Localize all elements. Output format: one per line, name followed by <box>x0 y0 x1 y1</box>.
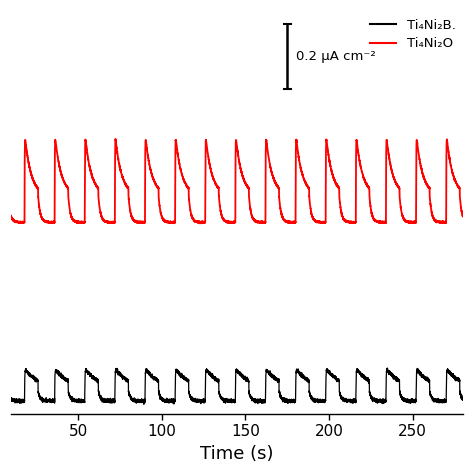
Legend: Ti₄Ni₂B., Ti₄Ni₂O: Ti₄Ni₂B., Ti₄Ni₂O <box>365 14 461 55</box>
X-axis label: Time (s): Time (s) <box>200 445 274 463</box>
Text: 0.2 μA cm⁻²: 0.2 μA cm⁻² <box>296 50 375 63</box>
